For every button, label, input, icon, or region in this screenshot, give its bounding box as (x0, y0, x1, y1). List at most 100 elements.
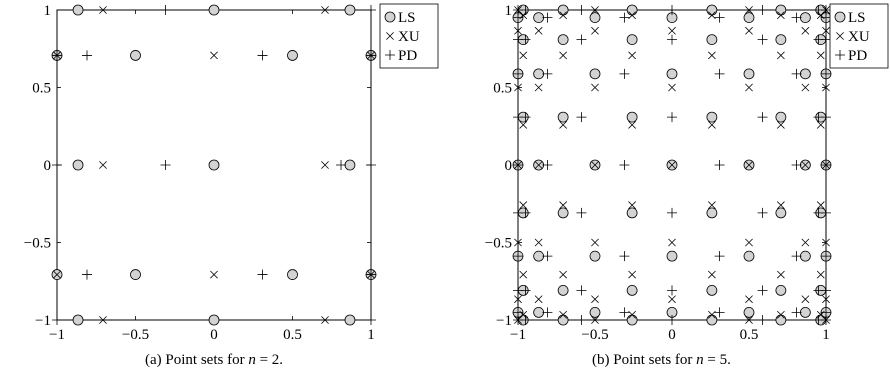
series-ls (51, 4, 377, 326)
pd-plus-marker (791, 160, 802, 170)
series-xu (53, 6, 375, 324)
ls-circle-marker (666, 68, 678, 80)
xu-cross-marker (519, 120, 528, 129)
xu-cross-marker (321, 161, 329, 169)
x-tick-label: −0.5 (581, 327, 608, 343)
xu-cross-marker (559, 201, 568, 210)
xu-cross-marker (745, 295, 753, 304)
xu-cross-marker (210, 51, 218, 60)
ls-circle-marker (799, 307, 811, 318)
x-tick-label: 0.5 (740, 327, 759, 343)
xu-cross-marker (668, 295, 676, 304)
xu-cross-marker (628, 51, 636, 60)
pd-plus-marker (576, 5, 587, 15)
ls-circle-marker (706, 207, 718, 219)
x-tick-label: −0.5 (122, 327, 149, 343)
pd-plus-marker (714, 307, 725, 318)
xu-cross-marker (822, 295, 830, 304)
y-tick-label: 0.5 (32, 81, 51, 97)
caption-b: (b) Point sets for n = 5. (592, 352, 731, 369)
ls-circle-marker (743, 250, 755, 262)
xu-cross-marker (745, 26, 753, 35)
ls-circle-marker (775, 111, 787, 123)
caption-a-prefix: (a) Point sets for (145, 352, 249, 368)
pd-plus-marker (542, 160, 553, 170)
ls-circle-marker (706, 4, 718, 16)
ls-circle-marker (799, 12, 811, 23)
x-tick-label: 1 (822, 327, 830, 343)
pd-plus-marker (336, 160, 347, 170)
series-markers (512, 4, 832, 326)
pd-plus-marker (542, 68, 553, 79)
ls-circle-marker (344, 4, 356, 16)
xu-cross-marker (514, 83, 522, 92)
xu-cross-marker (514, 295, 522, 304)
ls-circle-marker (626, 284, 638, 296)
pd-plus-marker (160, 5, 171, 15)
xu-cross-marker (745, 83, 753, 92)
legend-label-xu: XU (398, 29, 420, 45)
xu-cross-marker (514, 238, 522, 247)
y-tick-label: −0.5 (24, 236, 51, 252)
xu-cross-marker (99, 316, 107, 324)
legend-label-xu: XU (848, 29, 870, 45)
ls-circle-marker (533, 250, 545, 262)
xu-cross-marker (591, 316, 599, 324)
pd-plus-marker (576, 315, 587, 325)
xu-cross-marker (534, 26, 543, 35)
ls-circle-marker (130, 50, 141, 61)
ls-circle-marker (589, 12, 601, 23)
pd-plus-marker (791, 251, 802, 262)
xu-cross-marker (668, 161, 676, 169)
ls-circle-marker (557, 284, 569, 296)
caption-b-suffix: = 5. (703, 352, 731, 368)
pd-plus-marker (52, 50, 62, 61)
pd-plus-marker (520, 315, 531, 325)
legend: LS XU PD (379, 3, 439, 69)
pd-plus-marker (576, 112, 587, 123)
pd-plus-marker (714, 68, 725, 79)
xu-cross-marker (745, 238, 753, 247)
ls-circle-marker (834, 11, 846, 23)
y-tick-label: −1 (35, 313, 51, 329)
xu-cross-marker (668, 26, 676, 35)
xu-cross-marker (776, 310, 785, 319)
xu-cross-marker (559, 120, 568, 129)
ls-circle-marker (666, 250, 678, 262)
pd-plus-marker (821, 68, 831, 79)
legend-label-ls: LS (398, 10, 416, 26)
pd-plus-marker (257, 269, 268, 280)
pd-plus-marker (714, 12, 725, 23)
pd-plus-marker (791, 307, 802, 318)
ls-circle-marker (208, 4, 220, 16)
pd-plus-marker (520, 112, 531, 123)
caption-a-variable: n (248, 352, 256, 368)
xu-cross-marker (321, 6, 329, 14)
xu-cross-marker (628, 270, 636, 279)
ls-circle-marker (775, 34, 787, 46)
pd-plus-marker (667, 315, 677, 325)
y-tick-label: 0 (44, 158, 52, 174)
ls-circle-marker (130, 269, 141, 280)
caption-b-prefix: (b) Point sets for (592, 352, 697, 368)
xu-cross-marker (816, 270, 825, 279)
pd-plus-marker (619, 307, 630, 318)
xu-cross-marker (591, 295, 599, 304)
ls-circle-marker (626, 111, 638, 123)
pd-plus-marker (520, 5, 531, 15)
pd-plus-marker (821, 34, 831, 45)
xu-cross-marker (99, 6, 107, 14)
pd-plus-marker (576, 207, 587, 218)
ls-circle-marker (799, 250, 811, 262)
xu-cross-marker (559, 51, 568, 60)
x-tick-label: −1 (510, 327, 526, 343)
x-tick-label: 0 (210, 327, 218, 343)
ls-circle-marker (533, 12, 545, 23)
panel-b-scatter-plot: −1 −0.5 0 0.5 1 −1 −0.5 0 0.5 1 LS XU PD (485, 3, 889, 343)
xu-cross-marker (816, 120, 825, 129)
xu-cross-marker (801, 295, 810, 304)
pd-plus-marker (619, 160, 630, 170)
pd-plus-marker (513, 68, 523, 79)
xu-cross-marker (822, 26, 830, 35)
y-tick-label: 0 (505, 158, 513, 174)
